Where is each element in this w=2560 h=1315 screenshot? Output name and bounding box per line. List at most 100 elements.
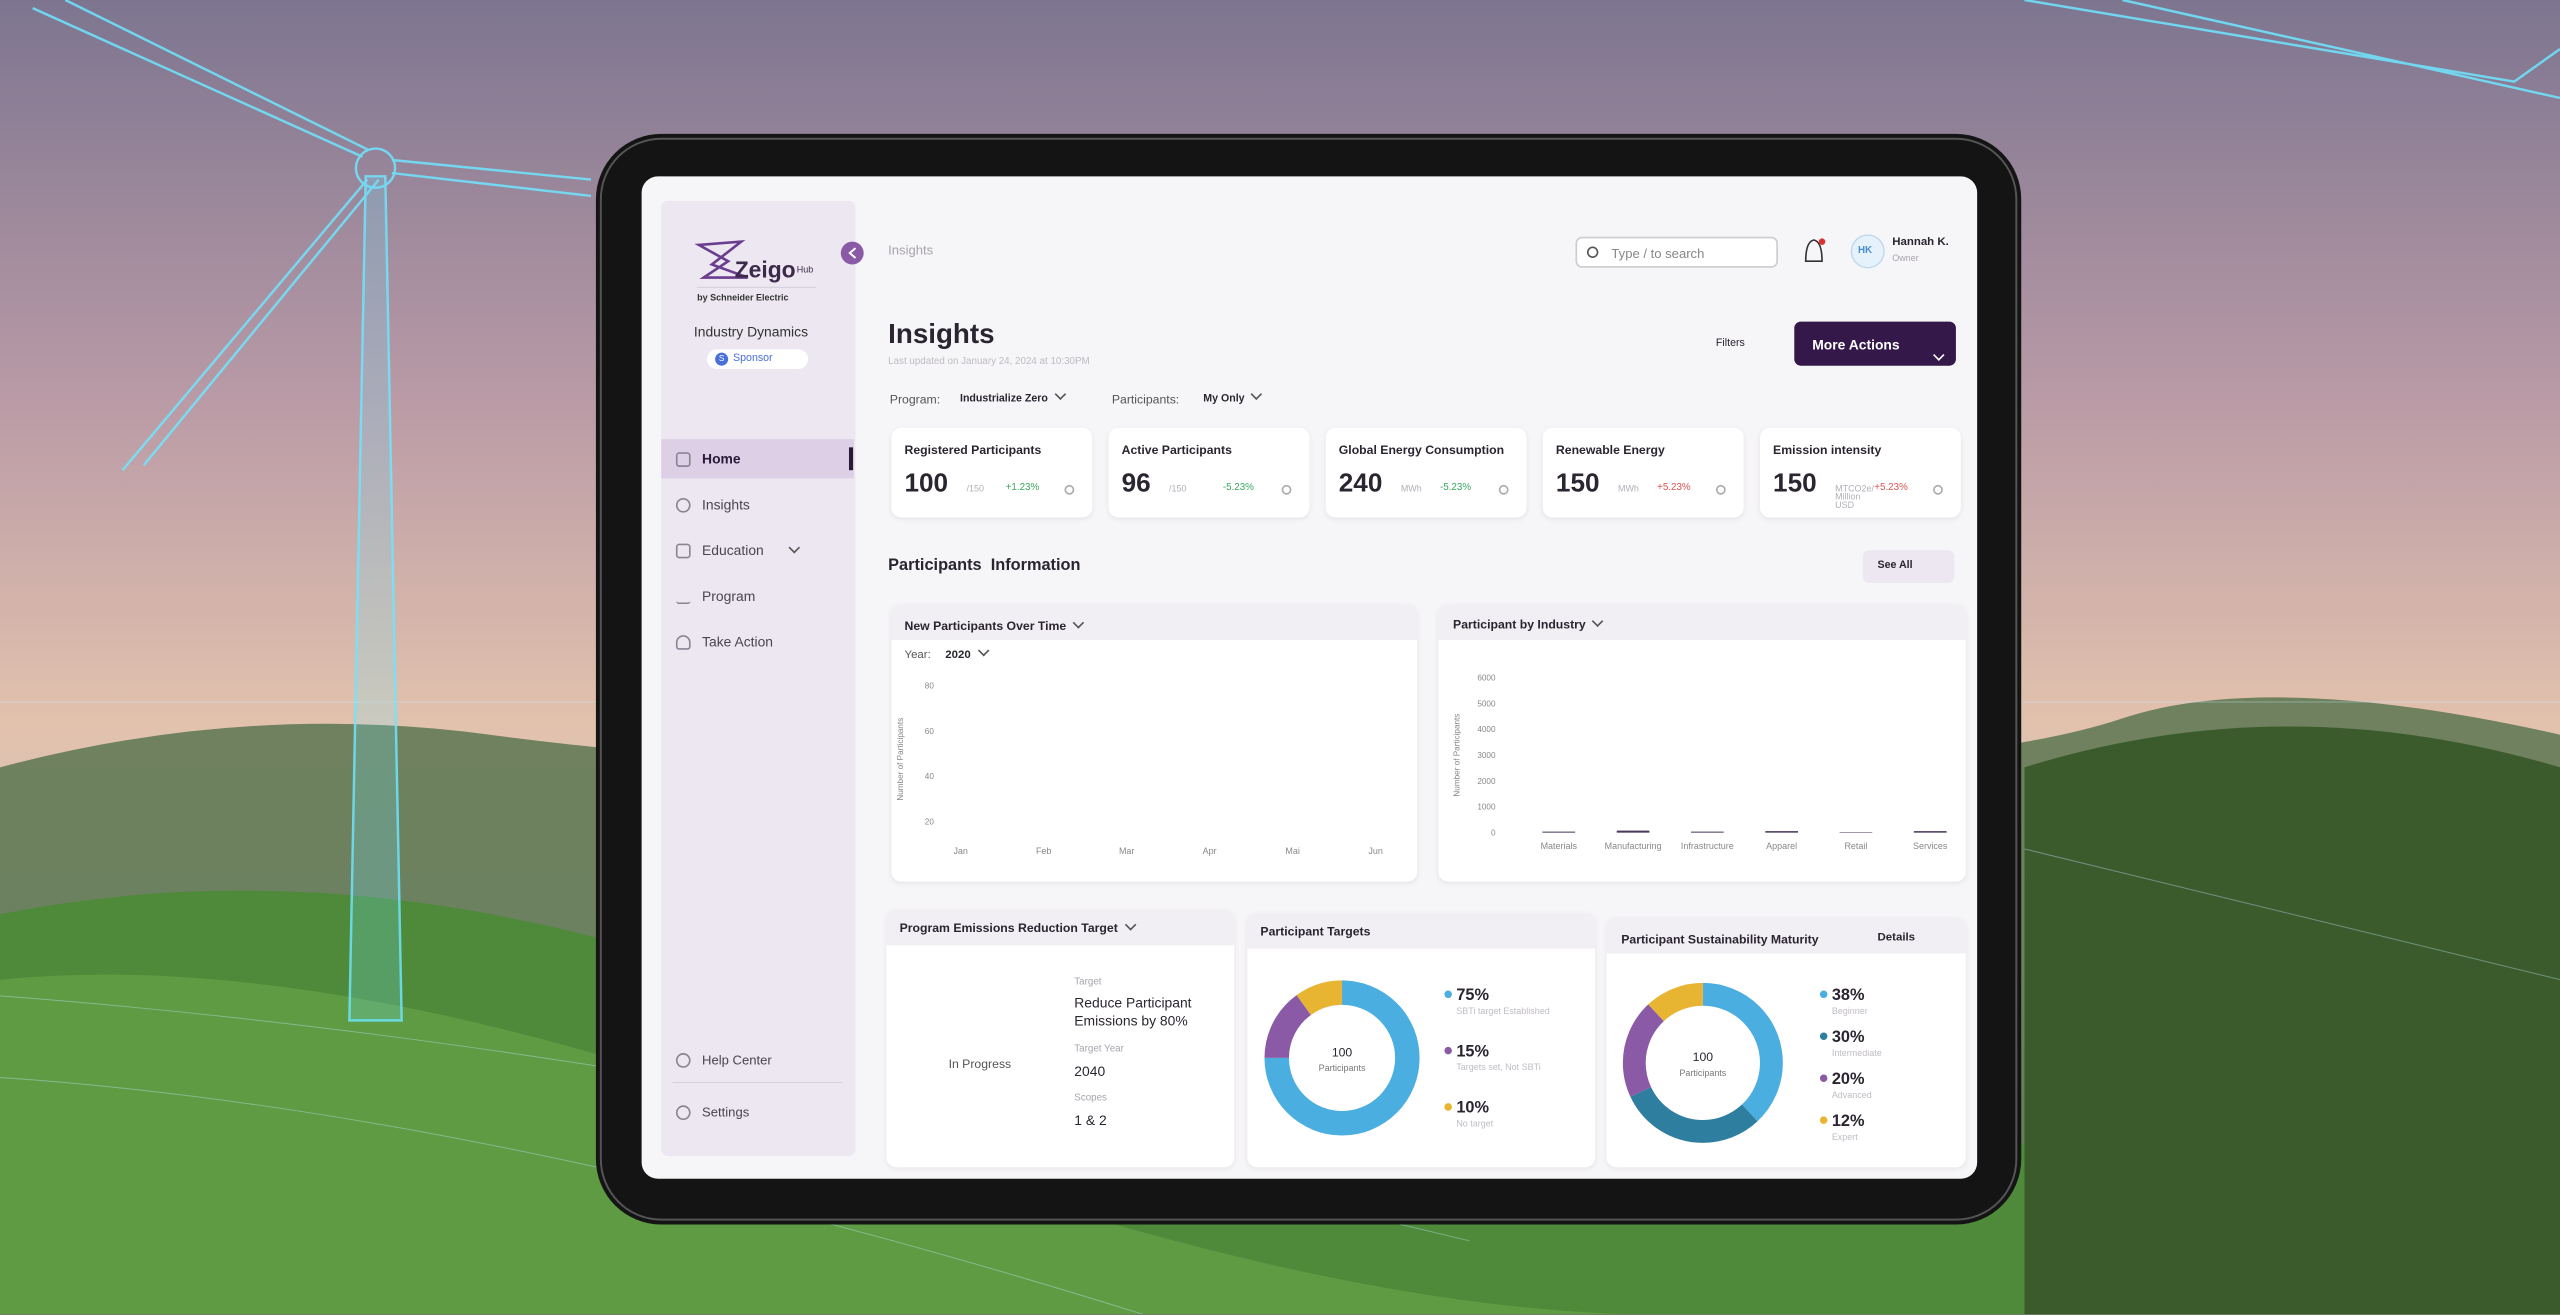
- field-value: 2040: [1074, 1062, 1106, 1080]
- nav-label: Home: [702, 450, 741, 467]
- info-icon: [1281, 484, 1292, 494]
- chevron: [788, 541, 800, 553]
- kpi-card: Global Energy Consumption 240 MWh -5.23%: [1325, 427, 1527, 518]
- target-card: [886, 909, 1235, 1168]
- kpi-value: 150: [1773, 470, 1817, 498]
- field-value: Reduce Participant Emissions by 80%: [1074, 994, 1192, 1029]
- kpi-title: Renewable Energy: [1555, 442, 1665, 458]
- nav-label: Help Center: [702, 1052, 772, 1067]
- card-header: [1438, 604, 1966, 640]
- info-icon: [1933, 484, 1943, 494]
- org-name: Industry Dynamics: [693, 323, 809, 340]
- target-status: In Progress: [948, 1056, 1012, 1072]
- kpi-change: +1.23%: [1005, 483, 1040, 494]
- kpi-unit: /150: [966, 484, 985, 495]
- role: Sponsor: [733, 352, 773, 365]
- year-label: Year:: [904, 649, 931, 662]
- kpi-unit: /150: [1168, 484, 1187, 495]
- logo-suffix: Hub: [796, 266, 814, 276]
- nav-item[interactable]: Take Action: [661, 622, 854, 661]
- kpi-unit: MTCO2e/ Million USD: [1835, 484, 1875, 512]
- card-title[interactable]: New Participants Over Time: [904, 617, 1085, 634]
- chart-card: [891, 604, 1418, 882]
- kpi-change: -5.23%: [1440, 483, 1472, 494]
- filter-value-text: Industrialize Zero: [959, 393, 1048, 405]
- card-title[interactable]: Participant by Industry: [1453, 615, 1604, 632]
- kpi-card: Emission intensity 150 MTCO2e/ Million USD…: [1759, 427, 1961, 518]
- card-header: [886, 909, 1235, 946]
- kpi-unit: MWh: [1400, 484, 1422, 495]
- byline: by Schneider Electric: [697, 293, 789, 304]
- kpi-title: Active Participants: [1121, 442, 1232, 458]
- section-title: Participants Information: [888, 556, 1081, 575]
- filter-value-text: My Only: [1203, 393, 1245, 405]
- chevron: [1072, 617, 1085, 629]
- info-icon: [1715, 484, 1726, 494]
- kpi-change: -5.23%: [1222, 483, 1254, 494]
- filter-label: Program:: [889, 391, 941, 407]
- kpi-title: Registered Participants: [904, 442, 1042, 458]
- year-value: 2020: [945, 649, 971, 662]
- field-label: Target: [1074, 977, 1102, 988]
- kpi-card: Active Participants 96/150 -5.23%: [1108, 427, 1310, 518]
- breadcrumb: Insights: [888, 243, 934, 258]
- kpi-change: +5.23%: [1874, 483, 1908, 494]
- nav-item[interactable]: Help Center: [661, 1040, 854, 1079]
- card-title[interactable]: Program Emissions Reduction Target: [899, 919, 1136, 936]
- nav-icon: [675, 451, 691, 467]
- kpi-title: Emission intensity: [1773, 442, 1882, 458]
- search-icon: [1586, 245, 1599, 258]
- kpi-value: 100: [904, 470, 949, 498]
- card-title-text: New Participants Over Time: [904, 618, 1067, 634]
- avatar-initials[interactable]: HK: [1857, 246, 1873, 257]
- kpi-title: Global Energy Consumption: [1338, 442, 1505, 458]
- card-title-text: Program Emissions Reduction Target: [899, 920, 1118, 936]
- nav-label: Education: [702, 542, 764, 559]
- role-initial: S: [715, 352, 729, 366]
- nav-icon: [675, 497, 691, 512]
- chevron: [1592, 615, 1604, 627]
- info-icon: [1498, 484, 1509, 494]
- chart-card: [1606, 917, 1966, 1168]
- kpi-value: 150: [1555, 470, 1600, 498]
- button-label: More Actions: [1812, 335, 1900, 352]
- card-header: [1247, 912, 1596, 949]
- kpi-value: 240: [1338, 470, 1383, 498]
- nav-item[interactable]: Education: [661, 531, 854, 570]
- chevron: [1124, 919, 1136, 931]
- see-all-button[interactable]: See All: [1862, 550, 1955, 583]
- chevron: [1933, 349, 1945, 361]
- role-badge[interactable]: S Sponsor: [706, 349, 809, 369]
- search-placeholder: Type / to search: [1611, 245, 1705, 261]
- more-actions-button[interactable]: More Actions: [1794, 321, 1956, 366]
- nav-label: Take Action: [702, 633, 774, 650]
- logo: Zeigo: [734, 256, 796, 283]
- nav-item[interactable]: Home: [661, 439, 854, 478]
- kpi-card: Renewable Energy 150 MWh +5.23%: [1542, 427, 1744, 518]
- user-name: Hannah K.: [1892, 236, 1949, 249]
- year-select[interactable]: 2020: [945, 644, 989, 662]
- field-label: Scopes: [1074, 1093, 1107, 1104]
- nav-icon: [675, 542, 691, 558]
- card-header: [1606, 917, 1966, 954]
- nav-label: Settings: [702, 1104, 750, 1120]
- search-box[interactable]: Type / to search: [1575, 236, 1778, 268]
- user-role: Owner: [1892, 254, 1919, 265]
- kpi-change: +5.23%: [1657, 483, 1691, 494]
- details-link[interactable]: Details: [1877, 932, 1916, 944]
- nav-label: Program: [702, 587, 756, 605]
- kpi-card: Registered Participants 100/150 +1.23%: [891, 427, 1093, 518]
- filters-button[interactable]: Filters: [1715, 337, 1745, 350]
- nav-item[interactable]: Settings: [661, 1092, 854, 1131]
- filter-value[interactable]: My Only: [1203, 388, 1263, 405]
- filter-label: Participants:: [1111, 391, 1180, 407]
- nav-item[interactable]: Program: [661, 576, 854, 615]
- filter-value[interactable]: Industrialize Zero: [959, 388, 1066, 405]
- info-icon: [1064, 484, 1075, 494]
- nav-item[interactable]: Insights: [661, 485, 854, 524]
- card-title-text: Participant by Industry: [1453, 617, 1586, 632]
- nav-icon: [675, 1052, 691, 1067]
- card-title: Participant Sustainability Maturity: [1621, 932, 1819, 947]
